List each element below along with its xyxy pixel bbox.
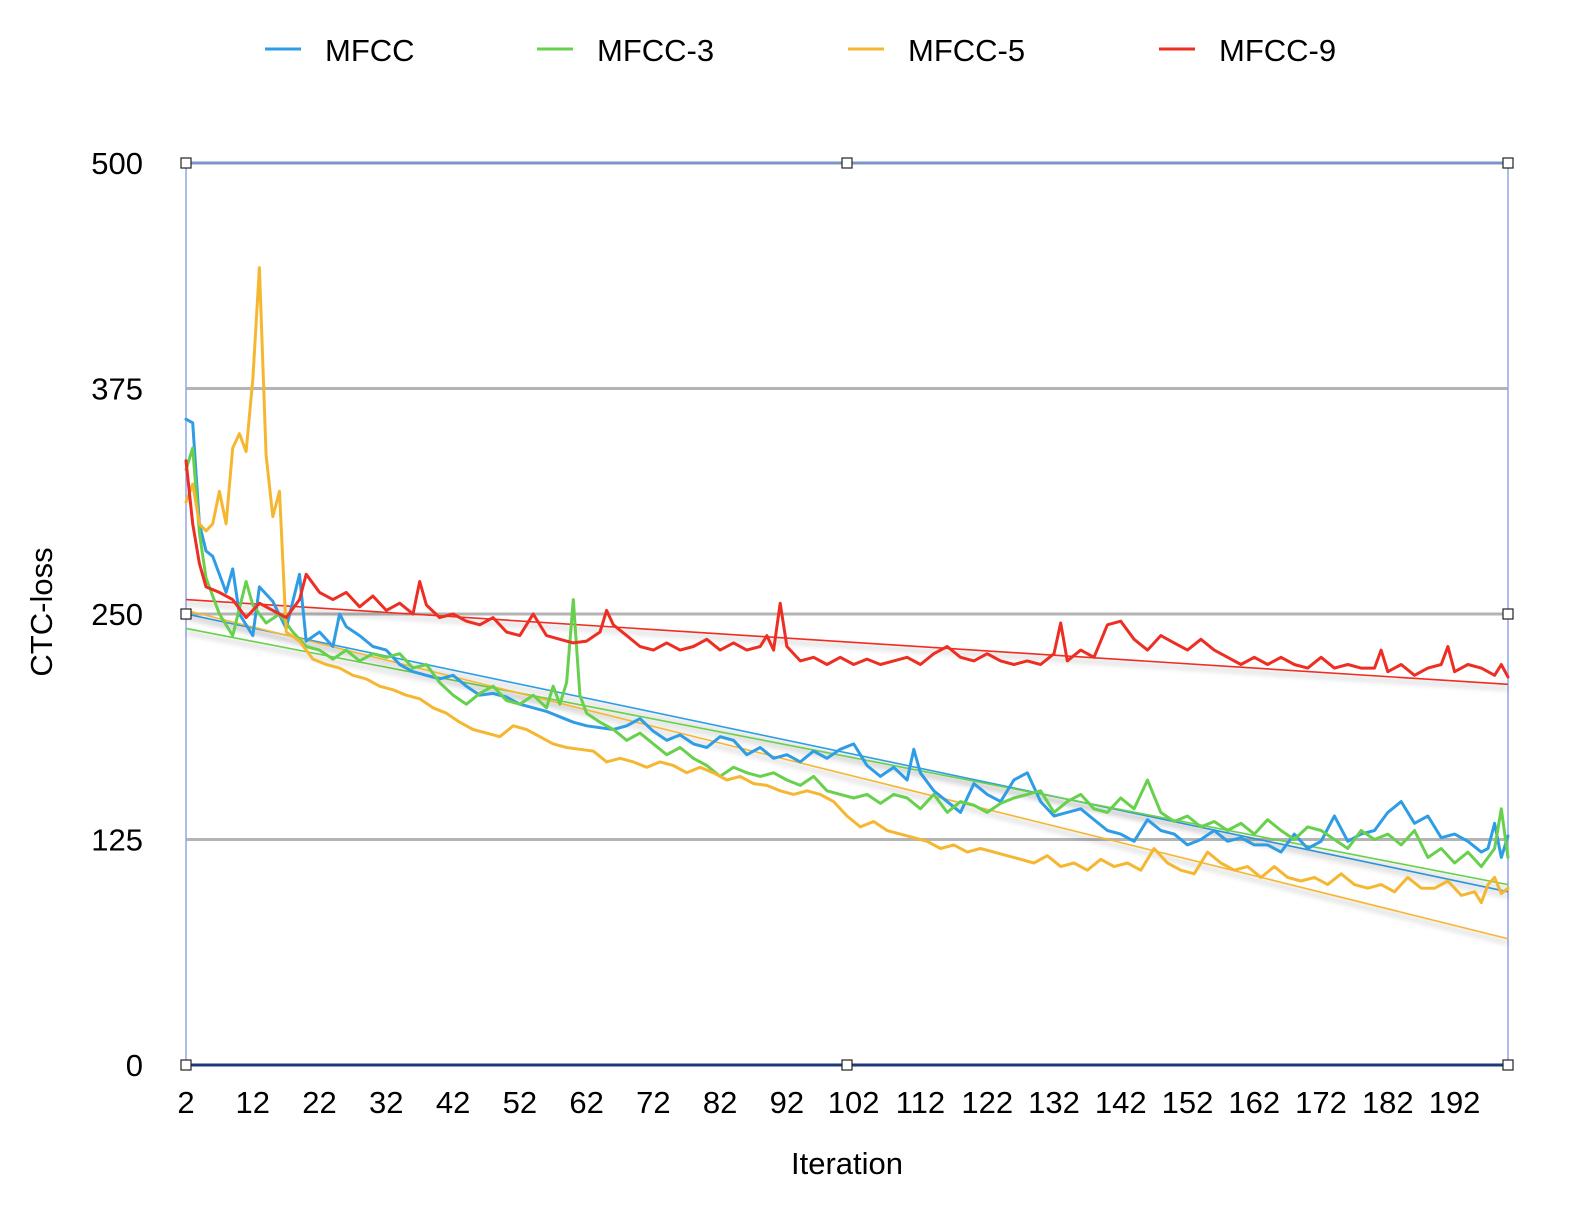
- x-tick-label: 172: [1295, 1085, 1347, 1120]
- legend-label-mfcc-9: MFCC-9: [1219, 33, 1336, 68]
- resize-handle[interactable]: [180, 608, 192, 620]
- trendline-mfcc-5: [185, 609, 1509, 940]
- y-tick-label: 375: [91, 372, 143, 407]
- series-line-mfcc-5: [184, 266, 1510, 905]
- legend-item-mfcc-5: MFCC-5: [848, 33, 1025, 68]
- x-tick-label: 112: [896, 1085, 945, 1120]
- x-tick-label: 52: [503, 1085, 537, 1120]
- x-tick-label: 72: [636, 1085, 670, 1120]
- series-lines: [184, 266, 1510, 905]
- x-tick-label: 182: [1362, 1085, 1414, 1120]
- y-axis-title: CTC-loss: [24, 547, 59, 676]
- legend-item-mfcc: MFCC: [265, 33, 415, 68]
- y-tick-label: 500: [91, 146, 143, 181]
- trendline-mfcc-9: [185, 598, 1509, 686]
- legend-item-mfcc-3: MFCC-3: [537, 33, 714, 68]
- resize-handle[interactable]: [1502, 608, 1514, 620]
- series-line-mfcc: [184, 417, 1510, 859]
- x-tick-label: 162: [1228, 1085, 1280, 1120]
- gridlines: [186, 161, 1508, 1067]
- resize-handle[interactable]: [841, 1059, 853, 1071]
- x-tick-label: 122: [961, 1085, 1013, 1120]
- series-line-mfcc-9: [184, 459, 1510, 679]
- x-tick-label: 132: [1028, 1085, 1080, 1120]
- resize-handle[interactable]: [1502, 1059, 1514, 1071]
- y-tick-label: 125: [91, 823, 143, 858]
- x-axis-title: Iteration: [791, 1146, 903, 1181]
- resize-handle[interactable]: [841, 157, 853, 169]
- resize-handle[interactable]: [180, 157, 192, 169]
- resize-handle[interactable]: [1502, 157, 1514, 169]
- legend: MFCC MFCC-3 MFCC-5 MFCC-9: [265, 33, 1336, 68]
- x-tick-label: 142: [1095, 1085, 1147, 1120]
- selection-handles[interactable]: [180, 157, 1514, 1071]
- x-tick-label: 152: [1162, 1085, 1214, 1120]
- series-line-mfcc-3: [184, 446, 1510, 869]
- legend-item-mfcc-9: MFCC-9: [1159, 33, 1336, 68]
- legend-label-mfcc-5: MFCC-5: [908, 33, 1025, 68]
- x-tick-label: 2: [177, 1085, 194, 1120]
- legend-label-mfcc: MFCC: [325, 33, 415, 68]
- resize-handle[interactable]: [180, 1059, 192, 1071]
- x-tick-label: 32: [369, 1085, 403, 1120]
- y-tick-label: 250: [91, 597, 143, 632]
- x-tick-label: 62: [569, 1085, 603, 1120]
- x-tick-label: 82: [703, 1085, 737, 1120]
- x-axis-ticks: 2 12 22 32 42 52 62 72 82 92 102 112 122 132 142 152 162…: [177, 1085, 1480, 1120]
- legend-label-mfcc-3: MFCC-3: [597, 33, 714, 68]
- y-tick-label: 0: [126, 1048, 143, 1083]
- y-axis-ticks: 0 125 250 375 500: [91, 146, 143, 1083]
- x-tick-label: 22: [302, 1085, 336, 1120]
- x-tick-label: 102: [828, 1085, 880, 1120]
- x-tick-label: 42: [436, 1085, 470, 1120]
- x-tick-label: 92: [770, 1085, 804, 1120]
- x-tick-label: 192: [1429, 1085, 1481, 1120]
- x-tick-label: 12: [236, 1085, 270, 1120]
